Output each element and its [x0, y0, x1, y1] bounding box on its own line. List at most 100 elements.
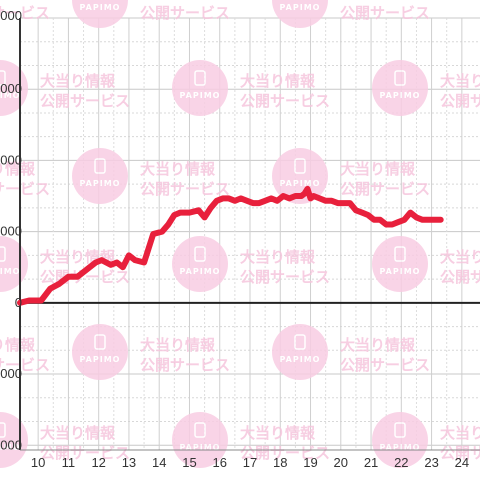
watermark-logo-circle — [72, 324, 128, 380]
x-tick-label: 14 — [152, 455, 166, 470]
watermark-line1: 大当り情報 — [40, 424, 116, 442]
watermark-logo-circle — [272, 0, 328, 28]
watermark-line1: 大当り情報 — [40, 72, 116, 90]
watermark-logo-text: PAPIMO — [80, 355, 121, 364]
x-tick-label: 21 — [364, 455, 378, 470]
y-tick-label: 6,000 — [0, 152, 22, 167]
series-line — [17, 185, 444, 306]
y-tick-label: 0 — [15, 295, 22, 310]
watermark-line2: 公開サービス — [140, 356, 230, 374]
watermark-logo-icon — [294, 158, 306, 174]
x-tick-label: 20 — [334, 455, 348, 470]
watermark-logo-text: PAPIMO — [180, 267, 221, 276]
watermark-logo-text: PAPIMO — [380, 91, 421, 100]
watermark-line1: 大当り情報 — [440, 424, 480, 442]
watermark-logo-text: PAPIMO — [80, 3, 121, 12]
x-tick-label: 24 — [455, 455, 469, 470]
watermark-logo-circle — [172, 412, 228, 468]
watermark-logo-circle — [172, 60, 228, 116]
watermark-line2: 公開サービス — [40, 92, 130, 110]
watermark-logo-text: PAPIMO — [0, 91, 20, 100]
x-tick-label: 12 — [91, 455, 105, 470]
watermark-line1: 大当り情報 — [340, 336, 416, 354]
watermark-logo-circle — [172, 236, 228, 292]
watermark-line2: 公開サービス — [440, 444, 480, 462]
y-tick-label: 9,000 — [0, 81, 22, 96]
watermark-line1: 大当り情報 — [440, 248, 480, 266]
watermark-logo-text: PAPIMO — [280, 179, 321, 188]
x-tick-label: 18 — [273, 455, 287, 470]
x-tick-label: 23 — [424, 455, 438, 470]
watermark-line1: 大当り情報 — [140, 336, 216, 354]
watermark-line1: 大当り情報 — [340, 160, 416, 178]
watermark-logo-icon — [394, 422, 406, 438]
watermark-line2: 公開サービス — [340, 356, 430, 374]
watermark-logo-text: PAPIMO — [80, 179, 121, 188]
watermark-logo-icon — [294, 334, 306, 350]
label-layer: 12,000 9,000 6,000 3,000 0 -3,000 -6,000 10 11 12… — [0, 8, 469, 470]
x-tick-label: 15 — [182, 455, 196, 470]
watermark-line2: 公開サービス — [340, 180, 430, 198]
watermark-logo-text: PAPIMO — [0, 443, 20, 452]
x-tick-label: 19 — [303, 455, 317, 470]
watermark-line1: 大当り情報 — [140, 0, 216, 2]
watermark-line1: 大当り情報 — [440, 72, 480, 90]
watermark-line2: 公開サービス — [0, 4, 50, 22]
watermark-line2: 公開サービス — [140, 180, 230, 198]
watermark-line1: 大当り情報 — [0, 0, 36, 2]
watermark-line2: 公開サービス — [240, 268, 330, 286]
watermark-logo-circle — [372, 412, 428, 468]
watermark-line2: 公開サービス — [140, 4, 230, 22]
x-tick-label: 22 — [394, 455, 408, 470]
watermark-layer: PAPIMO大当り情報公開サービスPAPIMO大当り情報公開サービスPAPIMO… — [0, 0, 480, 468]
y-tick-label: -3,000 — [0, 366, 22, 381]
watermark-logo-icon — [0, 246, 6, 262]
watermark-logo-circle — [272, 324, 328, 380]
watermark-line2: 公開サービス — [240, 444, 330, 462]
x-tick-label: 17 — [243, 455, 257, 470]
axis-layer — [19, 18, 480, 451]
watermark-logo-text: PAPIMO — [280, 355, 321, 364]
watermark-logo-icon — [194, 70, 206, 86]
watermark-logo-icon — [94, 334, 106, 350]
watermark-logo-icon — [394, 246, 406, 262]
watermark-logo-circle — [372, 236, 428, 292]
x-tick-label: 11 — [62, 455, 76, 470]
watermark-line1: 大当り情報 — [340, 0, 416, 2]
watermark-line1: 大当り情報 — [0, 160, 36, 178]
watermark-line1: 大当り情報 — [140, 160, 216, 178]
watermark-logo-icon — [94, 158, 106, 174]
watermark-line1: 大当り情報 — [0, 336, 36, 354]
watermark-line2: 公開サービス — [240, 92, 330, 110]
x-tick-label: 16 — [213, 455, 227, 470]
y-tick-label: 3,000 — [0, 224, 22, 239]
watermark-logo-text: PAPIMO — [0, 267, 20, 276]
watermark-line2: 公開サービス — [0, 356, 50, 374]
watermark-logo-circle — [272, 148, 328, 204]
watermark-logo-text: PAPIMO — [380, 267, 421, 276]
y-tick-label: -6,000 — [0, 437, 22, 452]
watermark-line2: 公開サービス — [440, 92, 480, 110]
watermark-logo-text: PAPIMO — [280, 3, 321, 12]
watermark-logo-icon — [0, 422, 6, 438]
watermark-logo-text: PAPIMO — [180, 91, 221, 100]
watermark-line1: 大当り情報 — [240, 248, 316, 266]
watermark-logo-icon — [394, 70, 406, 86]
watermark-logo-circle — [372, 60, 428, 116]
x-tick-label: 13 — [122, 455, 136, 470]
watermark-line2: 公開サービス — [0, 180, 50, 198]
